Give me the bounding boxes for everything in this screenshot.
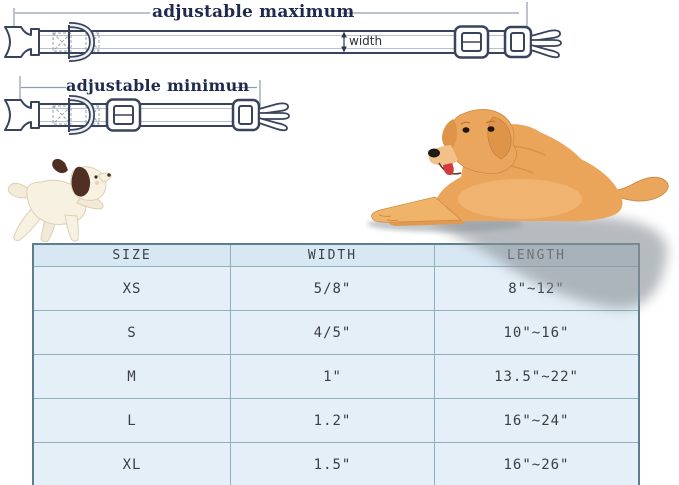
cell-width: 1" bbox=[230, 355, 434, 398]
table-row-m: M 1" 13.5"~22" bbox=[34, 354, 638, 398]
size-table-header-row: SIZE WIDTH LENGTH bbox=[34, 245, 638, 266]
cell-width: 1.5" bbox=[230, 443, 434, 485]
cell-size: XL bbox=[122, 456, 142, 473]
cell-length: 13.5"~22" bbox=[434, 355, 638, 398]
size-table: SIZE WIDTH LENGTH XS 5/8" 8"~12" S 4/5" … bbox=[32, 243, 640, 485]
adjustable-maximum-label: adjustable maximum bbox=[152, 2, 355, 22]
collar-diagrams bbox=[0, 2, 563, 160]
table-row-l: L 1.2" 16"~24" bbox=[34, 398, 638, 442]
table-row-xl: XL 1.5" 16"~26" bbox=[34, 442, 638, 485]
cell-length: 8"~12" bbox=[434, 267, 638, 310]
collar-max-diagram bbox=[5, 2, 563, 59]
cell-size: S bbox=[127, 324, 137, 341]
dimension-line-min bbox=[19, 76, 261, 106]
cell-size: XS bbox=[122, 280, 142, 297]
col-header-size: SIZE bbox=[34, 245, 230, 266]
cell-size: L bbox=[127, 412, 137, 429]
cell-length: 16"~24" bbox=[434, 399, 638, 442]
paw-shadow bbox=[367, 216, 523, 232]
adjustable-minimum-label: adjustable minimun bbox=[66, 76, 250, 95]
table-row-s: S 4/5" 10"~16" bbox=[34, 310, 638, 354]
width-annotation-label: width bbox=[349, 34, 383, 48]
cell-length: 10"~16" bbox=[434, 311, 638, 354]
col-header-length: LENGTH bbox=[434, 245, 638, 266]
col-header-width: WIDTH bbox=[230, 245, 434, 266]
cell-width: 1.2" bbox=[230, 399, 434, 442]
collar-min-diagram bbox=[5, 76, 291, 132]
puppy-illustration bbox=[7, 158, 112, 243]
cell-width: 5/8" bbox=[230, 267, 434, 310]
table-row-xs: XS 5/8" 8"~12" bbox=[34, 266, 638, 310]
cell-length: 16"~26" bbox=[434, 443, 638, 485]
cell-width: 4/5" bbox=[230, 311, 434, 354]
cell-size: M bbox=[127, 368, 137, 385]
